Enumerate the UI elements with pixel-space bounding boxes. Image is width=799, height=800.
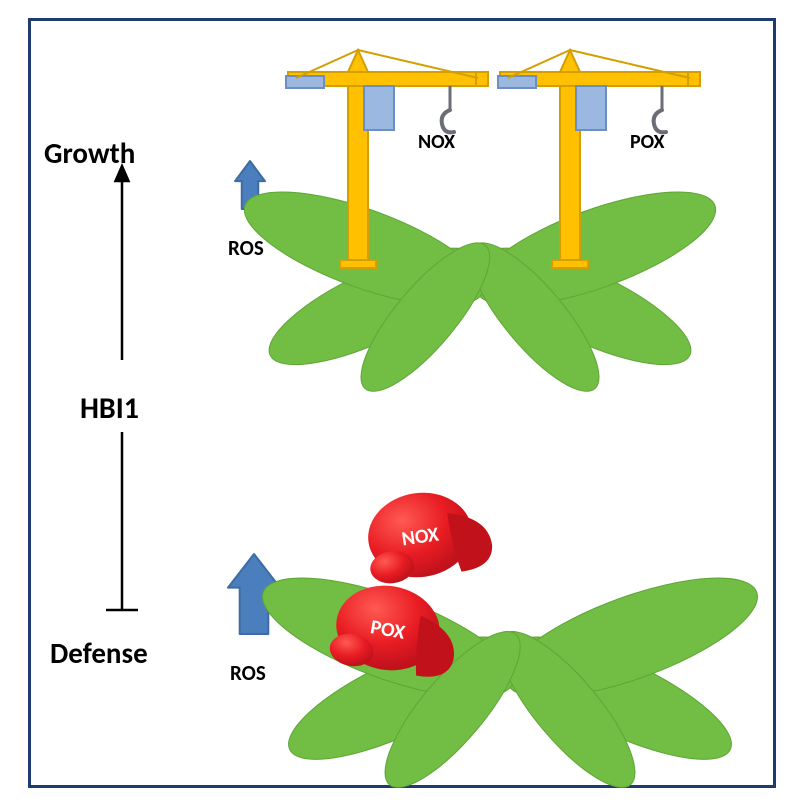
diagram-svg: NOXPOX — [0, 0, 799, 800]
diagram-frame: Growth HBI1 Defense ROS ROS NOX POX NOXP… — [0, 0, 799, 800]
svg-text:NOX: NOX — [400, 523, 440, 552]
